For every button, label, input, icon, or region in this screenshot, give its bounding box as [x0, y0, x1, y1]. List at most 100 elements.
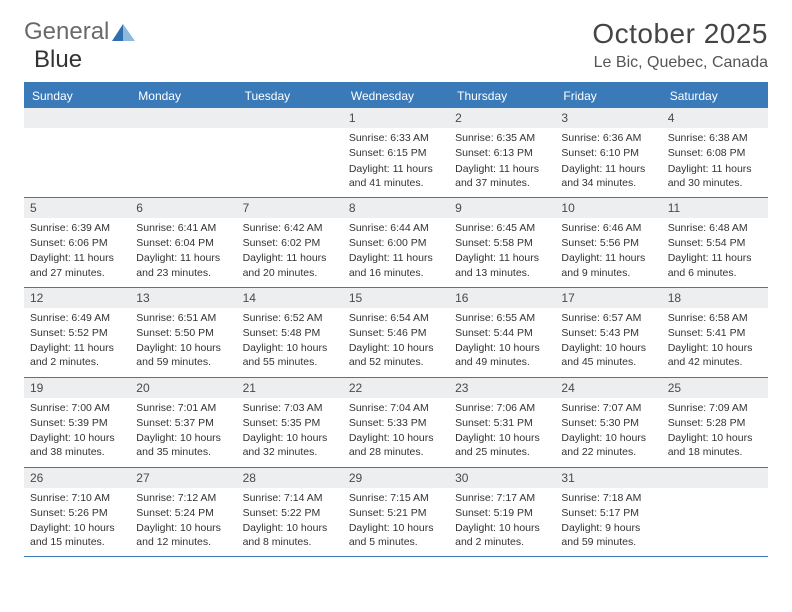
sunset-text: Sunset: 5:41 PM	[668, 326, 762, 340]
sunset-text: Sunset: 5:35 PM	[243, 416, 337, 430]
sunrise-text: Sunrise: 6:57 AM	[561, 311, 655, 325]
day-number: 1	[343, 108, 449, 128]
day-number: 10	[555, 198, 661, 218]
day-details: Sunrise: 7:12 AMSunset: 5:24 PMDaylight:…	[130, 488, 236, 557]
daylight-text: Daylight: 11 hours and 20 minutes.	[243, 251, 337, 279]
daylight-text: Daylight: 10 hours and 55 minutes.	[243, 341, 337, 369]
calendar-week-row: 19Sunrise: 7:00 AMSunset: 5:39 PMDayligh…	[24, 378, 768, 468]
calendar-day-cell: 3Sunrise: 6:36 AMSunset: 6:10 PMDaylight…	[555, 108, 661, 197]
daylight-text: Daylight: 10 hours and 15 minutes.	[30, 521, 124, 549]
sunrise-text: Sunrise: 7:15 AM	[349, 491, 443, 505]
daylight-text: Daylight: 11 hours and 16 minutes.	[349, 251, 443, 279]
logo-text-blue: Blue	[34, 46, 82, 74]
day-number: 31	[555, 468, 661, 488]
daylight-text: Daylight: 11 hours and 30 minutes.	[668, 162, 762, 190]
day-details: Sunrise: 7:14 AMSunset: 5:22 PMDaylight:…	[237, 488, 343, 557]
sunset-text: Sunset: 5:19 PM	[455, 506, 549, 520]
day-details: Sunrise: 6:44 AMSunset: 6:00 PMDaylight:…	[343, 218, 449, 287]
calendar-week-row: 26Sunrise: 7:10 AMSunset: 5:26 PMDayligh…	[24, 468, 768, 558]
calendar-day-cell: 16Sunrise: 6:55 AMSunset: 5:44 PMDayligh…	[449, 288, 555, 377]
day-number: 29	[343, 468, 449, 488]
sunset-text: Sunset: 5:33 PM	[349, 416, 443, 430]
sunset-text: Sunset: 5:39 PM	[30, 416, 124, 430]
sunset-text: Sunset: 5:46 PM	[349, 326, 443, 340]
day-details: Sunrise: 7:01 AMSunset: 5:37 PMDaylight:…	[130, 398, 236, 467]
daylight-text: Daylight: 11 hours and 41 minutes.	[349, 162, 443, 190]
calendar-week-row: 5Sunrise: 6:39 AMSunset: 6:06 PMDaylight…	[24, 198, 768, 288]
day-details: Sunrise: 7:06 AMSunset: 5:31 PMDaylight:…	[449, 398, 555, 467]
sunrise-text: Sunrise: 7:14 AM	[243, 491, 337, 505]
calendar-day-cell: 6Sunrise: 6:41 AMSunset: 6:04 PMDaylight…	[130, 198, 236, 287]
daylight-text: Daylight: 10 hours and 45 minutes.	[561, 341, 655, 369]
calendar-day-cell: 10Sunrise: 6:46 AMSunset: 5:56 PMDayligh…	[555, 198, 661, 287]
sunrise-text: Sunrise: 6:48 AM	[668, 221, 762, 235]
day-number: 14	[237, 288, 343, 308]
sunset-text: Sunset: 6:04 PM	[136, 236, 230, 250]
day-number: 21	[237, 378, 343, 398]
calendar-day-cell: 21Sunrise: 7:03 AMSunset: 5:35 PMDayligh…	[237, 378, 343, 467]
daylight-text: Daylight: 9 hours and 59 minutes.	[561, 521, 655, 549]
day-details: Sunrise: 6:35 AMSunset: 6:13 PMDaylight:…	[449, 128, 555, 197]
sunset-text: Sunset: 5:28 PM	[668, 416, 762, 430]
day-number: 11	[662, 198, 768, 218]
day-number: 15	[343, 288, 449, 308]
day-number: 24	[555, 378, 661, 398]
day-details: Sunrise: 6:36 AMSunset: 6:10 PMDaylight:…	[555, 128, 661, 197]
calendar-day-cell: 30Sunrise: 7:17 AMSunset: 5:19 PMDayligh…	[449, 468, 555, 557]
daylight-text: Daylight: 10 hours and 59 minutes.	[136, 341, 230, 369]
day-details: Sunrise: 7:04 AMSunset: 5:33 PMDaylight:…	[343, 398, 449, 467]
sunset-text: Sunset: 5:58 PM	[455, 236, 549, 250]
sunrise-text: Sunrise: 7:17 AM	[455, 491, 549, 505]
calendar-day-cell: 20Sunrise: 7:01 AMSunset: 5:37 PMDayligh…	[130, 378, 236, 467]
calendar-day-cell: 13Sunrise: 6:51 AMSunset: 5:50 PMDayligh…	[130, 288, 236, 377]
sunset-text: Sunset: 6:10 PM	[561, 146, 655, 160]
daylight-text: Daylight: 10 hours and 25 minutes.	[455, 431, 549, 459]
day-number: 18	[662, 288, 768, 308]
calendar-day-cell: 9Sunrise: 6:45 AMSunset: 5:58 PMDaylight…	[449, 198, 555, 287]
daylight-text: Daylight: 10 hours and 5 minutes.	[349, 521, 443, 549]
month-title: October 2025	[592, 18, 768, 50]
calendar-day-cell: 8Sunrise: 6:44 AMSunset: 6:00 PMDaylight…	[343, 198, 449, 287]
calendar-day-cell: 26Sunrise: 7:10 AMSunset: 5:26 PMDayligh…	[24, 468, 130, 557]
calendar-day-cell	[237, 108, 343, 197]
calendar-day-cell: 22Sunrise: 7:04 AMSunset: 5:33 PMDayligh…	[343, 378, 449, 467]
sunrise-text: Sunrise: 6:58 AM	[668, 311, 762, 325]
sunset-text: Sunset: 5:21 PM	[349, 506, 443, 520]
day-details: Sunrise: 7:07 AMSunset: 5:30 PMDaylight:…	[555, 398, 661, 467]
day-details: Sunrise: 6:38 AMSunset: 6:08 PMDaylight:…	[662, 128, 768, 197]
day-number: 16	[449, 288, 555, 308]
day-number: 28	[237, 468, 343, 488]
sunset-text: Sunset: 5:22 PM	[243, 506, 337, 520]
day-number: 23	[449, 378, 555, 398]
dow-header-cell: Saturday	[662, 84, 768, 108]
daylight-text: Daylight: 11 hours and 37 minutes.	[455, 162, 549, 190]
calendar-day-cell: 12Sunrise: 6:49 AMSunset: 5:52 PMDayligh…	[24, 288, 130, 377]
sunrise-text: Sunrise: 7:18 AM	[561, 491, 655, 505]
dow-header-row: SundayMondayTuesdayWednesdayThursdayFrid…	[24, 84, 768, 108]
daylight-text: Daylight: 10 hours and 52 minutes.	[349, 341, 443, 369]
sunset-text: Sunset: 5:48 PM	[243, 326, 337, 340]
day-number: 25	[662, 378, 768, 398]
day-details: Sunrise: 6:33 AMSunset: 6:15 PMDaylight:…	[343, 128, 449, 197]
sunset-text: Sunset: 5:50 PM	[136, 326, 230, 340]
sunrise-text: Sunrise: 7:06 AM	[455, 401, 549, 415]
sunset-text: Sunset: 5:31 PM	[455, 416, 549, 430]
sunrise-text: Sunrise: 6:45 AM	[455, 221, 549, 235]
sunrise-text: Sunrise: 6:39 AM	[30, 221, 124, 235]
day-details: Sunrise: 7:03 AMSunset: 5:35 PMDaylight:…	[237, 398, 343, 467]
day-number	[237, 108, 343, 128]
calendar-day-cell: 27Sunrise: 7:12 AMSunset: 5:24 PMDayligh…	[130, 468, 236, 557]
dow-header-cell: Wednesday	[343, 84, 449, 108]
sunrise-text: Sunrise: 7:07 AM	[561, 401, 655, 415]
day-number: 5	[24, 198, 130, 218]
day-details: Sunrise: 7:10 AMSunset: 5:26 PMDaylight:…	[24, 488, 130, 557]
day-number	[662, 468, 768, 488]
daylight-text: Daylight: 10 hours and 35 minutes.	[136, 431, 230, 459]
day-details: Sunrise: 6:57 AMSunset: 5:43 PMDaylight:…	[555, 308, 661, 377]
daylight-text: Daylight: 10 hours and 28 minutes.	[349, 431, 443, 459]
day-number: 7	[237, 198, 343, 218]
dow-header-cell: Sunday	[24, 84, 130, 108]
day-number: 12	[24, 288, 130, 308]
day-number: 27	[130, 468, 236, 488]
calendar-day-cell: 11Sunrise: 6:48 AMSunset: 5:54 PMDayligh…	[662, 198, 768, 287]
